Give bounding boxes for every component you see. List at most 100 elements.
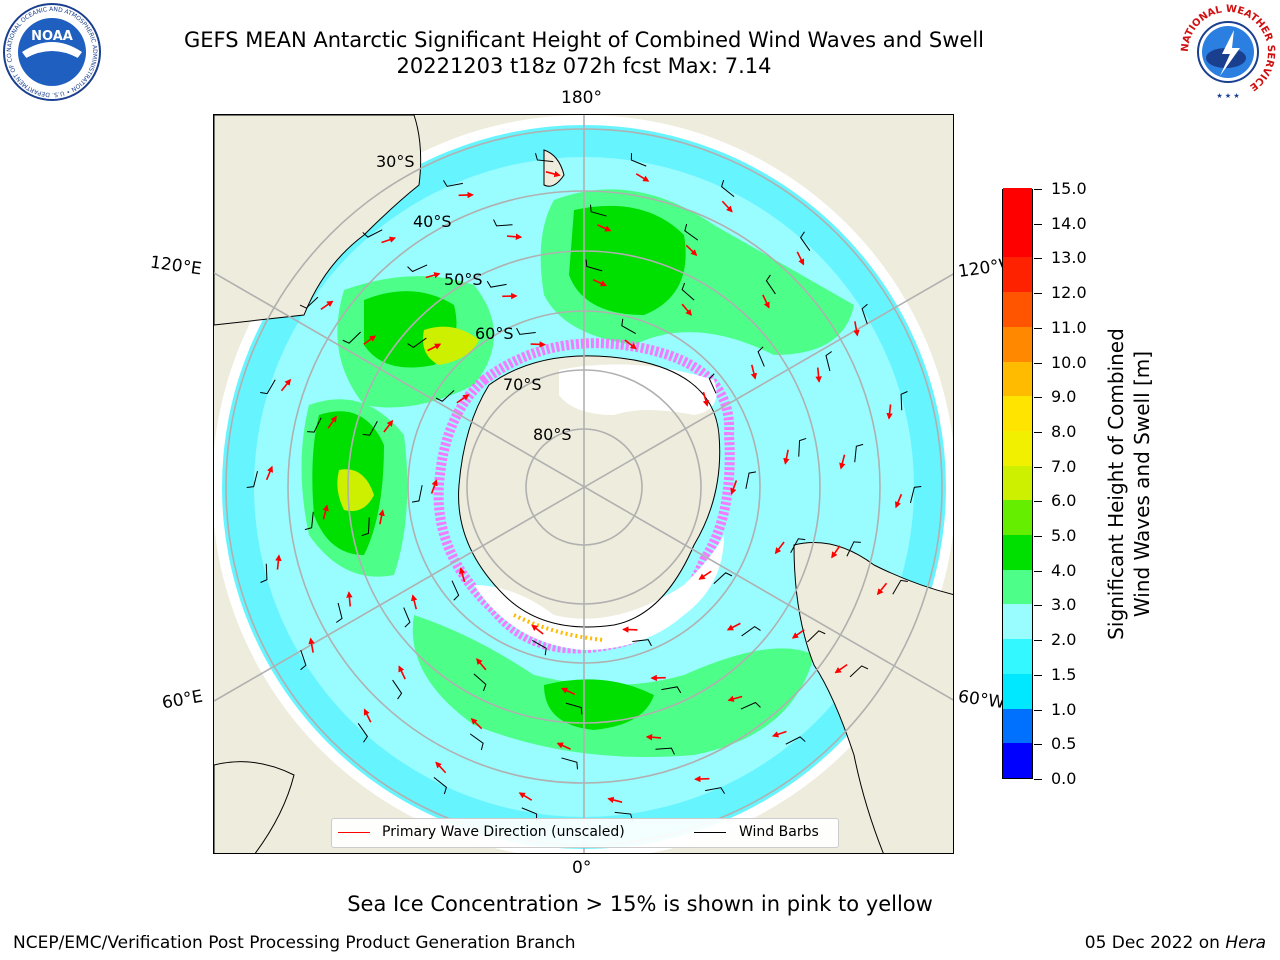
wind-barb	[632, 639, 652, 647]
wave-direction-arrow	[506, 233, 523, 240]
colorbar-tick-label: 4.0	[1051, 560, 1077, 580]
sea-ice-weddell	[474, 535, 724, 650]
colorbar-segment	[1003, 187, 1032, 223]
colorbar-tick	[1034, 779, 1042, 780]
wave-direction-arrow	[383, 419, 394, 433]
wind-barb	[681, 282, 695, 301]
wave-direction-arrow	[470, 718, 483, 730]
wave-direction-arrow	[556, 742, 571, 750]
colorbar-segment	[1003, 534, 1032, 570]
graticule	[214, 115, 953, 853]
wind-barb	[909, 485, 922, 504]
wave-direction-arrow	[831, 545, 841, 559]
wave-band-6-7m-a	[423, 326, 479, 365]
wave-direction-arrow	[363, 335, 377, 345]
wave-direction-arrow	[730, 480, 738, 495]
sea-ice-yellow-edge	[513, 613, 605, 642]
wind-barb	[535, 153, 554, 163]
wind-barb	[246, 470, 259, 489]
wind-barb	[442, 180, 463, 187]
wind-barb	[361, 517, 370, 537]
footer-date: 05 Dec 2022 on Hera	[1085, 933, 1266, 953]
lat-label-80s: 80°S	[533, 425, 572, 444]
colorbar-label-line2: Wind Waves and Swell [m]	[1130, 350, 1154, 618]
svg-text:★ ★ ★: ★ ★ ★	[1216, 92, 1239, 100]
colorbar-tick-label: 1.5	[1051, 664, 1077, 684]
wind-barb	[589, 204, 607, 217]
lon-label-60e: 60°E	[160, 686, 205, 714]
wave-direction-arrow	[635, 173, 650, 182]
wind-barb	[684, 223, 699, 241]
wind-barb	[798, 437, 807, 457]
wind-barb	[433, 776, 448, 795]
wind-barb	[745, 471, 757, 489]
wave-direction-arrow	[560, 687, 576, 696]
wave-direction-arrow	[427, 343, 442, 352]
colorbar-segment	[1003, 291, 1032, 327]
colorbar-tick	[1034, 501, 1042, 503]
wind-barb	[493, 219, 513, 227]
wind-barb	[800, 231, 811, 251]
wind-barb	[565, 702, 583, 715]
wind-barb	[403, 607, 411, 628]
wind-barb	[740, 701, 761, 710]
wave-direction-arrow	[834, 663, 848, 674]
colorbar-tick	[1034, 466, 1042, 468]
wind-barb	[705, 787, 726, 794]
wave-direction-arrow	[622, 626, 638, 633]
wind-barb	[807, 630, 826, 643]
wave-band-4-5m-c	[569, 205, 686, 315]
wind-barb	[561, 757, 579, 770]
colorbar-tick	[1034, 640, 1042, 642]
lat-label-60s: 60°S	[475, 324, 514, 343]
colorbar-tick-label: 10.0	[1051, 352, 1087, 372]
wind-barb	[849, 665, 869, 678]
wind-barb	[785, 736, 806, 745]
wave-direction-arrow	[783, 449, 790, 465]
wind-barb	[621, 318, 636, 335]
wave-direction-arrow	[378, 509, 385, 525]
wind-barb	[299, 296, 319, 309]
wind-barb	[532, 639, 547, 656]
colorbar	[1002, 187, 1033, 779]
colorbar-segment	[1003, 361, 1032, 397]
wind-barb	[336, 602, 343, 623]
wave-direction-arrow	[265, 465, 273, 481]
wave-direction-arrow	[545, 170, 561, 178]
colorbar-tick	[1034, 431, 1042, 433]
footer-branch: NCEP/EMC/Verification Post Processing Pr…	[13, 933, 576, 953]
wave-direction-arrow	[645, 734, 662, 741]
wind-barb	[585, 259, 603, 272]
africa-tip	[214, 761, 295, 853]
colorbar-tick	[1034, 536, 1042, 538]
wind-barb	[708, 373, 717, 394]
wave-direction-arrow	[796, 251, 805, 266]
colorbar-label-line1: Significant Height of Combined	[1104, 328, 1128, 640]
wave-direction-arrow	[459, 567, 466, 583]
colorbar-segment	[1003, 708, 1032, 744]
lat-label-40s: 40°S	[413, 212, 452, 231]
lon-label-0: 0°	[572, 858, 592, 878]
colorbar-tick-label: 13.0	[1051, 248, 1087, 268]
wave-direction-arrow	[681, 303, 692, 316]
wave-direction-arrow	[456, 394, 470, 404]
wave-direction-arrow	[895, 493, 903, 509]
wave-direction-arrow	[750, 364, 758, 380]
colorbar-tick	[1034, 362, 1042, 364]
wind-barb	[720, 179, 735, 198]
map-legend: Primary Wave Direction (unscaled) Wind B…	[331, 818, 839, 848]
wind-barb	[469, 733, 484, 751]
colorbar-label: Significant Height of Combined Wind Wave…	[1103, 328, 1155, 640]
noaa-logo-text: NOAA	[31, 29, 73, 44]
lon-label-60w: 60°W	[956, 686, 1007, 714]
colorbar-tick-label: 11.0	[1051, 317, 1087, 337]
wave-direction-arrow	[774, 541, 785, 555]
wind-barb	[411, 485, 423, 503]
colorbar-tick	[1034, 744, 1042, 746]
colorbar-tick-label: 7.0	[1051, 456, 1077, 476]
wind-barb	[900, 391, 908, 411]
wind-barb	[741, 626, 761, 637]
australia	[214, 115, 422, 326]
colorbar-tick-label: 9.0	[1051, 387, 1077, 407]
wave-direction-arrow	[727, 695, 743, 702]
